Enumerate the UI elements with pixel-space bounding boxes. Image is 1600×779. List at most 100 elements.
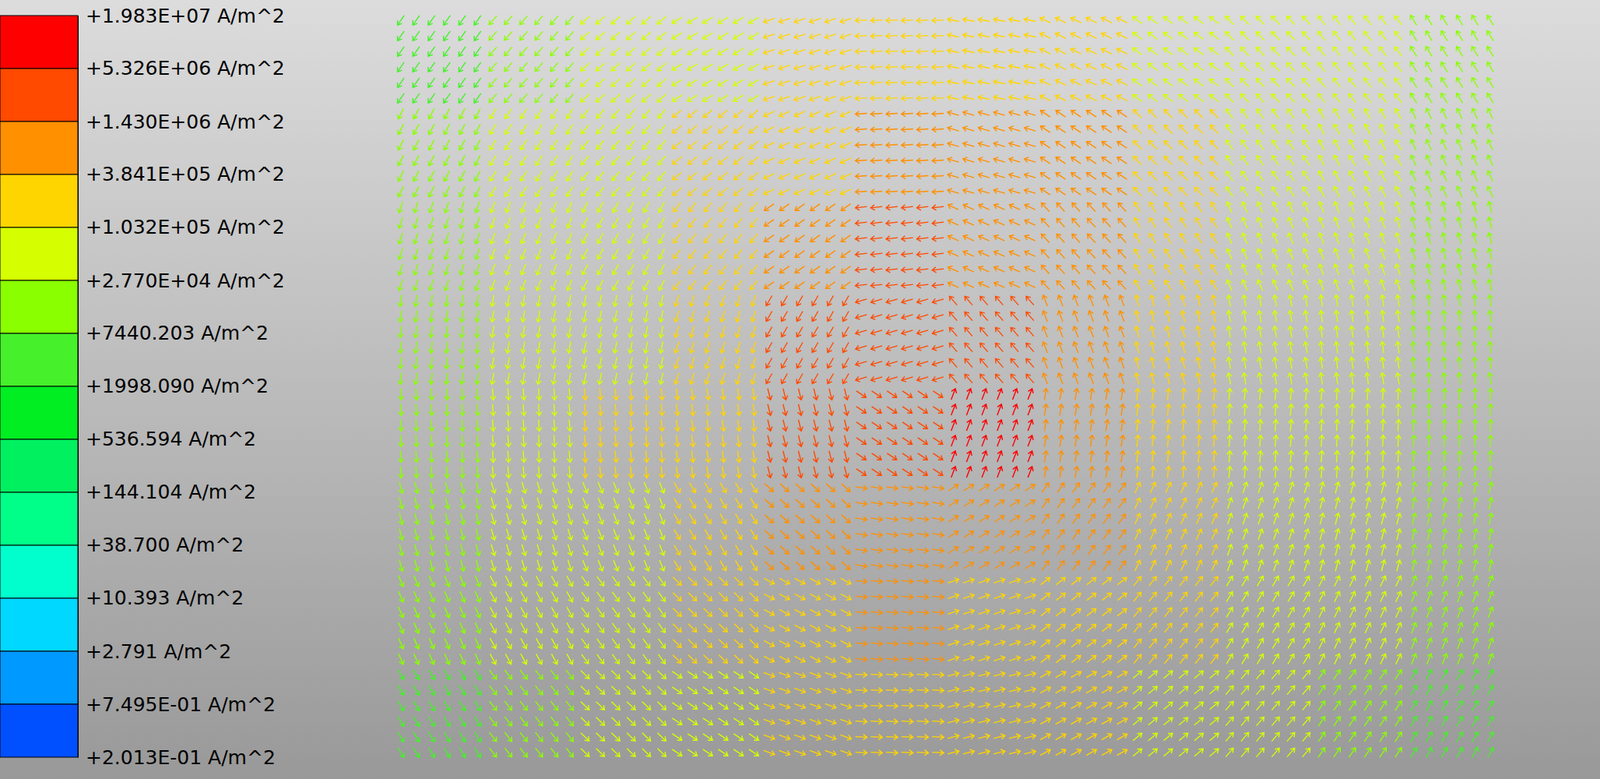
- current-vector: [763, 341, 775, 354]
- current-vector: [900, 281, 914, 289]
- current-vector: [1269, 29, 1282, 43]
- current-vector: [1454, 91, 1466, 105]
- current-vector: [870, 94, 883, 102]
- current-vector: [655, 45, 669, 57]
- current-vector: [841, 434, 850, 447]
- current-vector: [704, 434, 712, 447]
- current-vector: [612, 387, 619, 401]
- current-vector: [1254, 14, 1266, 27]
- current-vector: [1364, 372, 1372, 385]
- current-vector: [1485, 138, 1496, 152]
- current-vector: [811, 403, 820, 416]
- current-vector: [931, 419, 944, 431]
- current-vector: [658, 403, 665, 416]
- current-vector: [488, 356, 496, 370]
- current-vector: [1271, 372, 1279, 385]
- current-vector: [1331, 29, 1344, 43]
- current-vector: [1208, 154, 1221, 167]
- current-vector: [487, 29, 500, 43]
- current-vector: [1224, 263, 1235, 277]
- current-vector: [610, 278, 621, 292]
- current-vector: [885, 343, 898, 352]
- current-vector: [566, 434, 574, 447]
- current-vector: [459, 450, 466, 462]
- current-vector: [642, 341, 651, 354]
- current-vector: [441, 169, 452, 183]
- current-vector: [808, 140, 823, 150]
- current-vector: [1086, 309, 1097, 324]
- current-vector: [900, 374, 914, 384]
- current-vector: [793, 46, 806, 56]
- current-vector: [505, 434, 512, 447]
- current-vector: [962, 280, 976, 291]
- current-vector: [1410, 294, 1418, 307]
- current-vector: [627, 387, 634, 401]
- current-vector: [428, 325, 436, 338]
- current-vector: [1410, 372, 1418, 385]
- current-vector: [1223, 107, 1235, 120]
- current-vector: [793, 155, 807, 166]
- current-vector: [594, 278, 605, 292]
- current-vector: [1069, 154, 1083, 166]
- current-vector: [1331, 169, 1342, 183]
- current-vector: [747, 61, 760, 73]
- current-vector: [916, 450, 929, 462]
- current-vector: [992, 172, 1006, 181]
- current-vector: [1162, 232, 1174, 245]
- current-vector: [1455, 278, 1464, 292]
- current-vector: [763, 201, 776, 213]
- current-vector: [948, 387, 958, 401]
- current-vector: [1008, 16, 1021, 25]
- current-vector: [717, 139, 730, 152]
- current-vector: [459, 387, 466, 400]
- current-vector: [763, 186, 777, 197]
- current-vector: [1101, 356, 1112, 370]
- current-vector: [627, 465, 634, 479]
- current-vector: [750, 403, 758, 416]
- current-vector: [458, 356, 466, 370]
- current-vector: [1085, 170, 1098, 182]
- current-vector: [471, 76, 483, 89]
- current-vector: [1223, 185, 1235, 198]
- current-vector: [840, 294, 852, 307]
- current-vector: [1117, 325, 1127, 339]
- current-vector: [731, 14, 745, 26]
- current-vector: [747, 139, 760, 152]
- current-vector: [1318, 309, 1326, 323]
- current-vector: [1039, 263, 1052, 276]
- current-vector: [1179, 372, 1188, 385]
- current-vector: [594, 232, 605, 246]
- current-vector: [1209, 263, 1221, 276]
- current-vector: [551, 418, 558, 431]
- current-vector: [1377, 123, 1388, 137]
- current-vector: [992, 202, 1006, 213]
- current-vector: [472, 123, 483, 137]
- current-vector: [1255, 200, 1265, 215]
- current-vector: [457, 60, 468, 74]
- current-vector: [1023, 372, 1036, 385]
- current-vector: [518, 247, 528, 261]
- current-vector: [1423, 29, 1435, 43]
- current-vector: [580, 216, 591, 230]
- current-vector: [765, 403, 774, 416]
- current-vector: [457, 216, 467, 229]
- current-vector: [427, 278, 437, 292]
- current-vector: [1392, 138, 1404, 152]
- current-vector: [931, 312, 944, 321]
- current-vector: [1115, 123, 1129, 135]
- current-vector: [1315, 76, 1328, 89]
- current-vector: [900, 327, 914, 337]
- current-vector: [597, 418, 604, 432]
- current-vector: [1009, 309, 1021, 323]
- current-vector: [795, 403, 804, 416]
- current-vector: [1008, 218, 1022, 229]
- current-vector: [704, 403, 712, 416]
- current-vector: [1100, 232, 1113, 245]
- current-vector: [717, 154, 730, 167]
- current-vector: [946, 280, 960, 291]
- current-vector: [395, 123, 406, 137]
- current-vector: [1146, 77, 1159, 89]
- current-vector: [901, 94, 914, 102]
- current-vector: [548, 107, 560, 120]
- current-vector: [488, 216, 498, 230]
